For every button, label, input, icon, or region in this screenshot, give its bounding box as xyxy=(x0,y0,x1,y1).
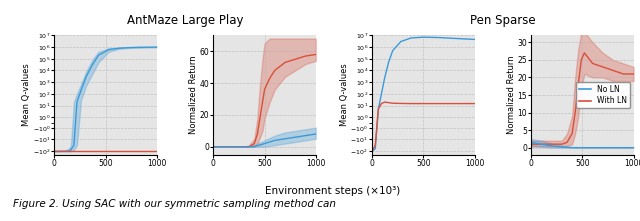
Y-axis label: Normalized Return: Normalized Return xyxy=(189,56,198,134)
Text: AntMaze Large Play: AntMaze Large Play xyxy=(127,13,243,27)
Text: Figure 2. Using SAC with our symmetric sampling method can: Figure 2. Using SAC with our symmetric s… xyxy=(13,199,336,209)
Y-axis label: Normalized Return: Normalized Return xyxy=(507,56,516,134)
Y-axis label: Mean Q-values: Mean Q-values xyxy=(340,64,349,126)
Y-axis label: Mean Q-values: Mean Q-values xyxy=(22,64,31,126)
Legend: No LN, With LN: No LN, With LN xyxy=(576,82,630,108)
Text: Pen Sparse: Pen Sparse xyxy=(470,13,536,27)
Text: Environment steps (×10³): Environment steps (×10³) xyxy=(265,186,401,196)
